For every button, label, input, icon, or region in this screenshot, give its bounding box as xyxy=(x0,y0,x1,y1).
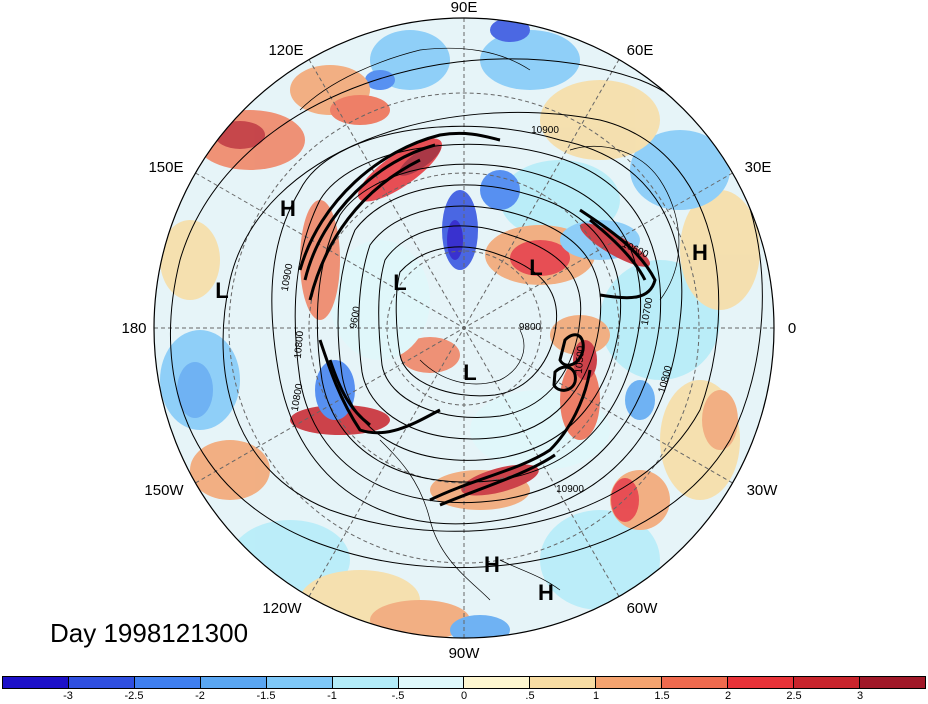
contour-label: 9600 xyxy=(348,305,363,329)
colorbar-tick-label: 2.5 xyxy=(786,690,802,702)
lon-label: 30E xyxy=(745,159,772,176)
graticule xyxy=(154,18,774,638)
colorbar-segment xyxy=(3,677,69,688)
high-marker: H xyxy=(484,552,500,577)
colorbar-tick-label: -3 xyxy=(63,690,73,702)
longitude-labels: 90E 60E 30E 0 30W 60W 90W 120W 150W 180 … xyxy=(121,0,796,662)
lon-label: 90E xyxy=(451,0,478,16)
colorbar-segment xyxy=(398,677,465,688)
contour-label: 10800 xyxy=(290,382,306,412)
coastlines xyxy=(299,47,680,601)
colorbar-tick-label: -1.5 xyxy=(256,690,276,702)
lon-label: 60W xyxy=(627,600,659,617)
colorbar-segment xyxy=(266,677,333,688)
low-marker: L xyxy=(393,270,406,295)
low-marker: L xyxy=(463,360,476,385)
colorbar-segment xyxy=(596,677,663,688)
colorbar-segment xyxy=(728,677,795,688)
contour-label: 10700 xyxy=(640,296,656,326)
contour-labels: 10900 10900 10900 10800 10800 10800 1070… xyxy=(280,125,675,495)
jet-contours xyxy=(298,131,657,507)
colorbar-segment xyxy=(134,677,201,688)
lon-label: 150E xyxy=(148,159,183,176)
colorbar-tick-label: -1 xyxy=(327,690,337,702)
colorbar-segment xyxy=(464,677,531,688)
pressure-centers: H H L L L L H H xyxy=(215,196,708,605)
contour-label: 10900 xyxy=(531,125,559,136)
colorbar-segment xyxy=(530,677,597,688)
lon-label: 30W xyxy=(747,482,779,499)
contour-label: 10900 xyxy=(280,262,296,292)
colorbar-segment xyxy=(794,677,860,688)
map-boundary xyxy=(153,17,775,639)
height-contours xyxy=(169,58,763,569)
day-label: Day 1998121300 xyxy=(50,618,249,648)
low-marker: L xyxy=(215,278,228,303)
colorbar-segment xyxy=(68,677,135,688)
lon-label: 120E xyxy=(268,42,303,59)
colorbar xyxy=(2,676,926,689)
colorbar-tick-label: 0 xyxy=(460,690,468,702)
colorbar-tick-label: 1 xyxy=(592,690,600,702)
colorbar-segment xyxy=(662,677,729,688)
contour-label: 10800 xyxy=(293,330,306,359)
high-marker: H xyxy=(538,580,554,605)
colorbar-tick-label: 3 xyxy=(856,690,864,702)
colorbar-labels: -3 -2.5 -2 -1.5 -1 -.5 0 .5 1 1.5 2 2.5 3 xyxy=(0,690,928,704)
colorbar-tick-label: -.5 xyxy=(391,690,405,702)
lon-label: 60E xyxy=(627,42,654,59)
colorbar-tick-label: 1.5 xyxy=(654,690,670,702)
contour-label: 10500 xyxy=(574,345,587,374)
colorbar-tick-label: -2 xyxy=(195,690,205,702)
colorbar-tick-label: -2.5 xyxy=(124,690,144,702)
colorbar-tick-label: 2 xyxy=(724,690,732,702)
lon-label: 150W xyxy=(144,482,184,499)
lon-label: 180 xyxy=(121,320,146,337)
colorbar-segment xyxy=(859,677,925,688)
colorbar-segment xyxy=(332,677,399,688)
contour-label: 10900 xyxy=(556,484,584,495)
low-marker: L xyxy=(529,255,542,280)
lon-label: 120W xyxy=(262,600,302,617)
colorbar-segment xyxy=(200,677,267,688)
lon-label: 90W xyxy=(449,645,481,662)
high-marker: H xyxy=(692,240,708,265)
lon-label: 0 xyxy=(788,320,796,337)
high-marker: H xyxy=(280,196,296,221)
colorbar-tick-label: .5 xyxy=(525,690,535,702)
contour-label: 9800 xyxy=(519,322,542,333)
